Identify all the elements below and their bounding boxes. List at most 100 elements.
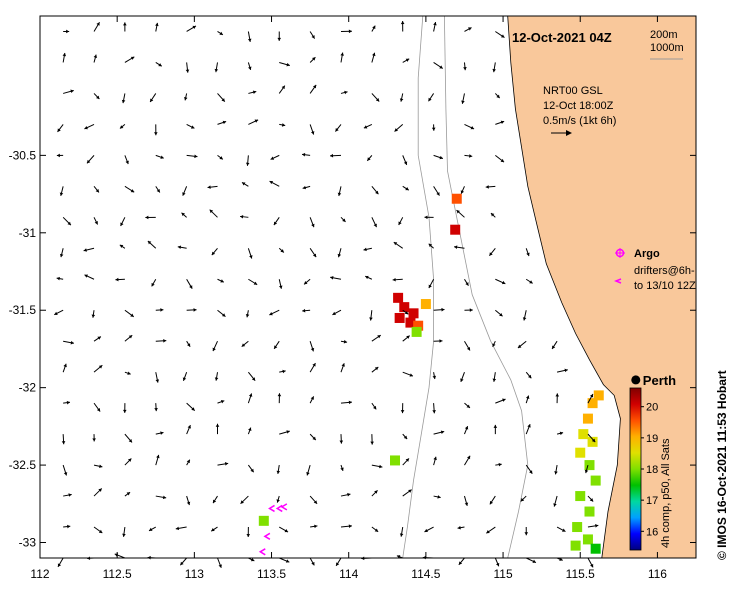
current-arrow — [57, 124, 64, 133]
credit-label: © IMOS 16-Oct-2021 11:53 Hobart — [715, 370, 729, 560]
current-arrow — [522, 310, 527, 321]
current-arrow — [517, 340, 527, 349]
current-arrow — [309, 217, 315, 228]
current-arrow — [555, 393, 560, 404]
current-arrow — [587, 495, 594, 502]
current-arrow — [186, 154, 198, 159]
current-arrow — [394, 124, 404, 132]
current-arrow — [553, 495, 558, 507]
current-arrow — [124, 56, 135, 63]
current-arrow — [556, 431, 564, 436]
current-arrow — [211, 247, 218, 256]
current-arrow — [124, 458, 132, 466]
sst-patch — [584, 460, 595, 471]
current-arrow — [154, 124, 158, 136]
current-arrow — [525, 395, 530, 404]
current-arrow — [186, 424, 191, 435]
current-arrow — [175, 526, 187, 531]
x-tick-label: 115.5 — [566, 567, 595, 581]
current-arrow — [525, 248, 530, 257]
current-arrow — [340, 29, 352, 34]
current-arrow — [59, 186, 64, 196]
current-arrow — [278, 247, 285, 253]
current-arrow — [366, 155, 373, 162]
current-arrow — [525, 371, 532, 379]
current-arrow — [433, 62, 444, 69]
current-arrow — [214, 372, 219, 381]
x-tick-label: 112 — [30, 567, 49, 581]
current-arrow — [56, 276, 64, 281]
current-arrow — [186, 459, 191, 466]
current-arrow — [457, 525, 465, 530]
current-arrow — [371, 93, 380, 102]
current-arrow — [371, 217, 377, 228]
current-arrow — [246, 527, 251, 538]
current-arrow — [182, 371, 188, 381]
current-arrow — [302, 185, 311, 190]
current-arrow — [309, 248, 317, 258]
current-arrow — [402, 433, 408, 440]
current-arrow — [185, 62, 190, 73]
current-arrow — [524, 527, 529, 536]
current-arrow — [123, 22, 127, 32]
sst-patch — [390, 455, 401, 466]
current-arrow — [493, 424, 498, 435]
current-arrow — [402, 489, 412, 497]
current-arrow — [119, 124, 126, 129]
current-arrow — [186, 25, 197, 32]
current-arrow — [186, 340, 191, 347]
colorbar-tick-label: 16 — [646, 526, 658, 538]
current-arrow — [587, 524, 599, 528]
current-arrow — [424, 526, 434, 533]
current-arrow — [402, 185, 410, 191]
current-arrow — [309, 396, 315, 404]
current-arrow — [277, 31, 282, 41]
current-arrow — [309, 362, 316, 373]
current-arrow — [424, 215, 434, 220]
current-arrow — [247, 248, 253, 259]
current-arrow — [464, 455, 471, 466]
current-arrow — [154, 403, 158, 412]
current-arrow — [309, 341, 315, 352]
current-arrow — [155, 431, 164, 435]
current-arrow — [433, 430, 445, 435]
current-arrow — [155, 62, 163, 67]
current-arrow — [186, 308, 197, 312]
current-arrow — [433, 21, 437, 32]
current-arrow — [400, 403, 405, 414]
current-arrow — [433, 339, 443, 343]
isobath-legend-200m: 200m — [650, 29, 678, 41]
current-arrow — [124, 433, 133, 443]
current-arrow — [371, 334, 382, 342]
current-arrow — [84, 274, 95, 280]
current-arrow — [301, 152, 311, 157]
current-arrow — [340, 216, 346, 223]
current-arrow — [454, 245, 465, 249]
current-arrow — [63, 524, 71, 529]
current-arrow — [248, 278, 258, 286]
current-arrow — [490, 212, 496, 218]
current-arrow — [495, 462, 502, 467]
current-arrow — [241, 181, 249, 187]
current-arrow — [63, 89, 74, 94]
x-tick-label: 115 — [493, 567, 512, 581]
current-arrow — [587, 433, 596, 443]
current-arrow — [240, 214, 249, 219]
current-arrow — [59, 248, 64, 258]
current-arrow — [279, 430, 290, 435]
current-arrow — [209, 209, 218, 218]
current-arrow — [464, 123, 475, 130]
current-arrow — [63, 400, 71, 405]
current-arrow — [181, 212, 187, 218]
current-arrow — [247, 393, 253, 404]
current-arrow — [337, 186, 342, 197]
current-arrow — [93, 402, 101, 412]
drifter-mark — [268, 504, 275, 513]
current-arrow — [463, 495, 469, 507]
current-arrow — [485, 185, 496, 189]
colorbar-tick-label: 20 — [646, 402, 658, 414]
current-arrow — [364, 275, 373, 280]
current-arrow — [556, 526, 566, 532]
current-arrow — [217, 154, 224, 160]
current-arrow — [84, 123, 95, 130]
